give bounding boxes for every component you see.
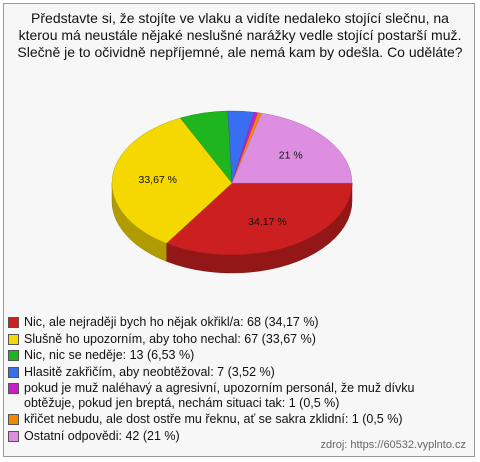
legend-item: křičet nebudu, ale dost ostře mu řeknu, … <box>8 412 468 427</box>
legend-swatch <box>8 333 19 345</box>
slice-label: 33,67 % <box>138 174 177 186</box>
legend-item: Ostatní odpovědi: 42 (21 %) <box>8 429 468 444</box>
legend-label: Hlasitě zakřičím, aby neobtěžoval: 7 (3,… <box>24 364 275 379</box>
slice-label: 34,17 % <box>248 216 287 228</box>
slice-label: 21 % <box>279 149 303 161</box>
legend-swatch <box>8 317 19 328</box>
legend-label: pokud je muž naléhavý a agresivní, upozo… <box>24 381 415 410</box>
slice <box>231 112 353 184</box>
legend-swatch <box>8 366 19 378</box>
legend-label: křičet nebudu, ale dost ostře mu řeknu, … <box>24 412 403 426</box>
chart-panel: Představte si, že stojíte ve vlaku a vid… <box>3 3 475 457</box>
chart-title: Představte si, že stojíte ve vlaku a vid… <box>17 10 463 60</box>
legend-label: Nic, nic se neděje: 13 (6,53 %) <box>24 348 195 362</box>
legend-swatch <box>8 430 19 442</box>
slice <box>165 182 353 256</box>
legend-swatch <box>8 350 19 361</box>
slice <box>111 117 233 244</box>
legend-item: Nic, nic se neděje: 13 (6,53 %) <box>8 348 468 363</box>
legend-item: pokud je muž naléhavý a agresivní, upozo… <box>8 381 468 410</box>
legend-swatch <box>8 383 19 394</box>
source-note: zdroj: https://60532.vyplnto.cz <box>320 439 466 451</box>
legend-item: Slušně ho upozorním, aby toho nechal: 67… <box>8 332 468 347</box>
legend-item: Nic, ale nejraději bych ho nějak okřikl/… <box>8 315 468 330</box>
legend-swatch <box>8 414 19 425</box>
legend-label: Ostatní odpovědi: 42 (21 %) <box>24 428 180 443</box>
legend-item: Hlasitě zakřičím, aby neobtěžoval: 7 (3,… <box>8 365 468 380</box>
legend: Nic, ale nejraději bych ho nějak okřikl/… <box>8 315 468 445</box>
legend-label: Slušně ho upozorním, aby toho nechal: 67… <box>24 331 316 346</box>
pie-chart: 34,17 % 33,67 % 21 % <box>111 110 353 274</box>
legend-label: Nic, ale nejraději bych ho nějak okřikl/… <box>24 315 319 329</box>
